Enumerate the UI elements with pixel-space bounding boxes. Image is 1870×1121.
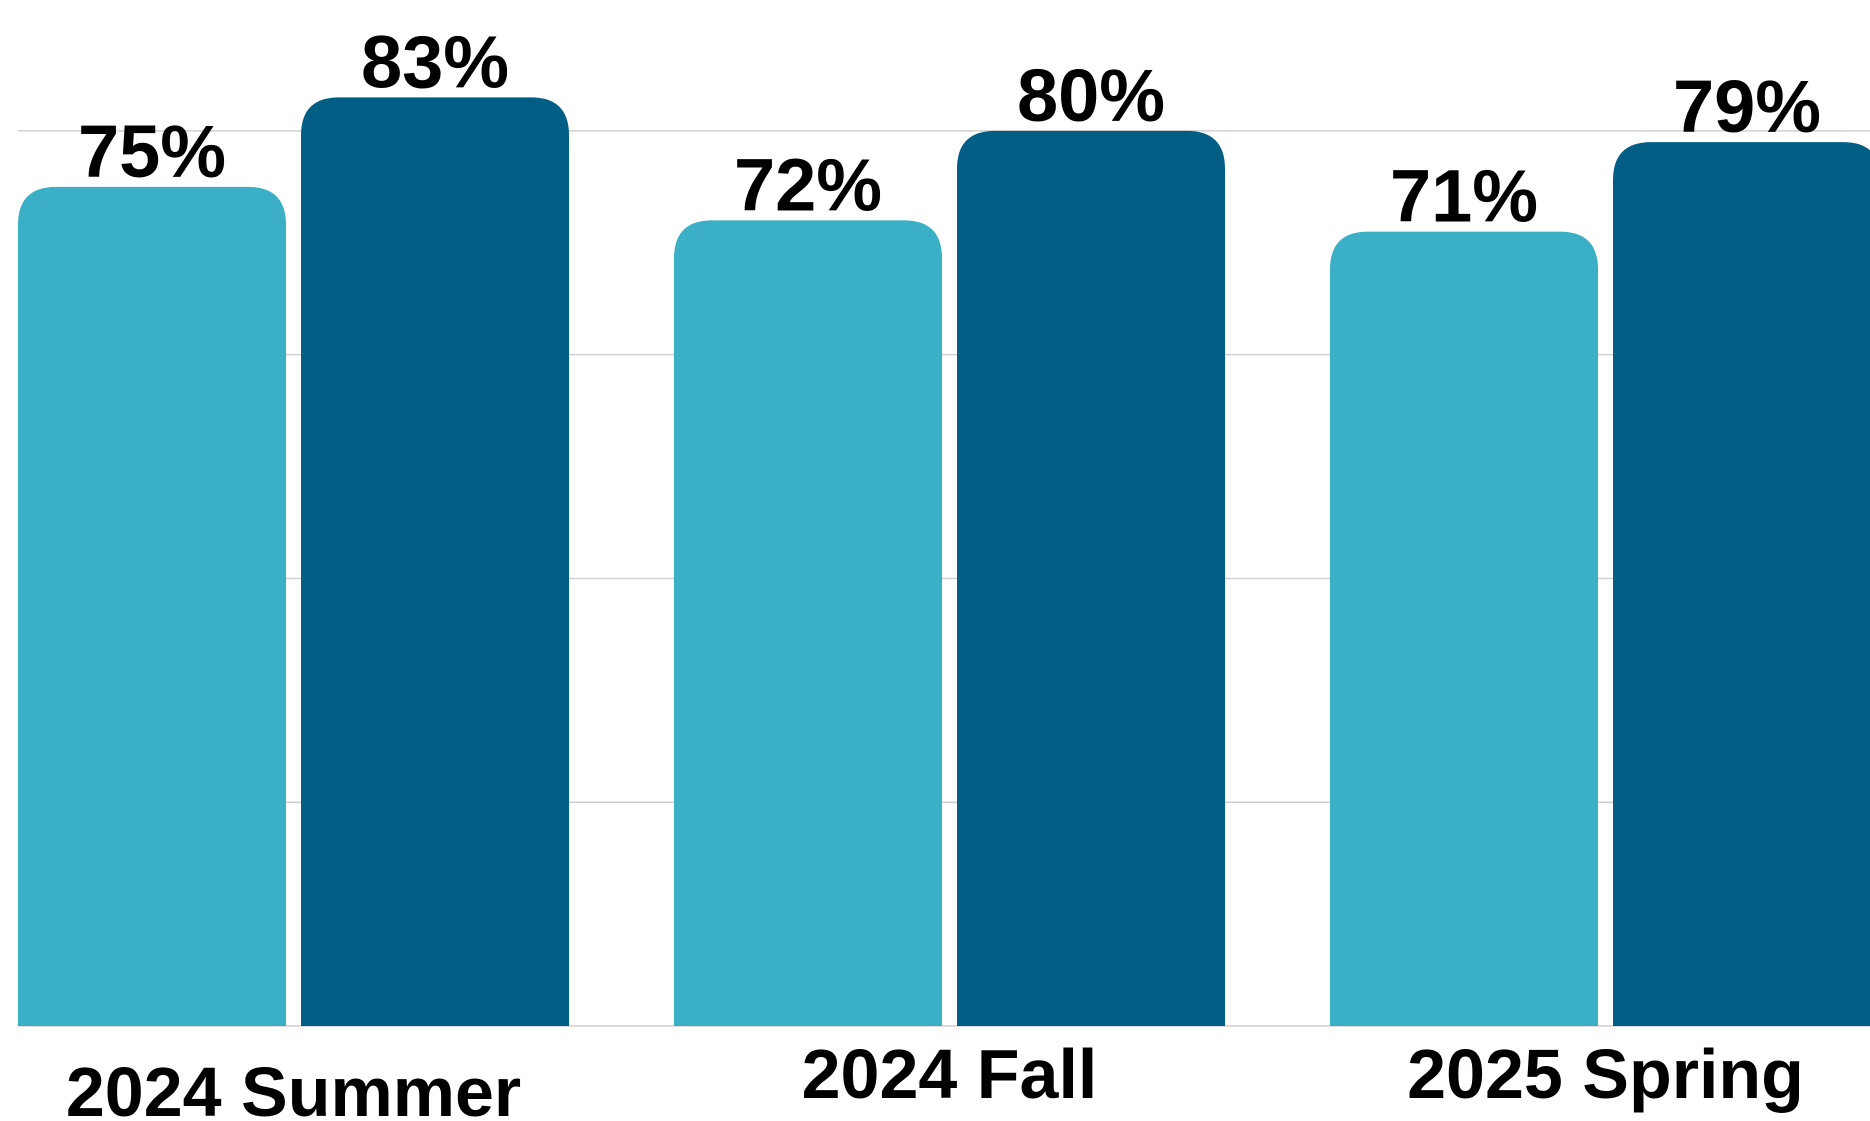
value-label: 80% [1017,54,1165,137]
bar [1330,231,1598,1027]
x-tick-label: 2025 Spring [1407,1035,1804,1113]
value-label: 75% [78,110,226,193]
value-label: 83% [361,20,509,103]
bar [1613,142,1870,1026]
value-label: 71% [1390,155,1538,238]
bar [674,220,942,1027]
bar [18,186,286,1027]
value-label: 72% [734,143,882,226]
bar [301,97,569,1027]
bar [957,130,1225,1027]
x-tick-label: 2024 Fall [802,1035,1098,1113]
value-label: 79% [1673,65,1821,148]
x-tick-label: 2024 Summer [66,1053,521,1121]
